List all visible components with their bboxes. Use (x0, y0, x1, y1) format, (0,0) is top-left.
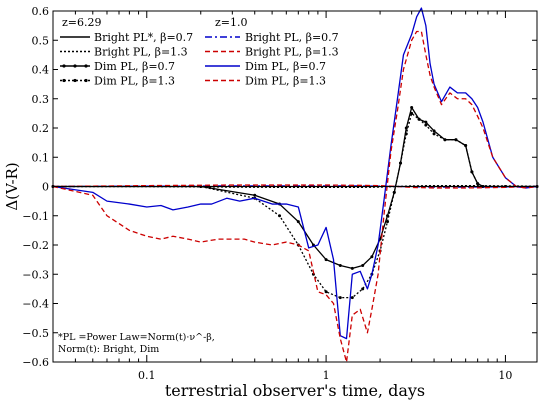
legend-label: Bright PL*, β=0.7 (94, 31, 193, 44)
legend-marker (73, 64, 77, 68)
data-point (470, 170, 474, 174)
data-point (432, 129, 436, 133)
data-point (350, 296, 354, 300)
data-point (296, 220, 300, 224)
y-tick-label: −0.2 (22, 239, 49, 252)
data-point (464, 144, 468, 148)
data-point (370, 255, 374, 259)
legend-marker (62, 64, 66, 68)
series-line-3 (53, 112, 537, 299)
series-line-7 (52, 30, 538, 363)
data-point (278, 214, 282, 218)
data-point (338, 263, 342, 267)
y-tick-label: −0.1 (22, 210, 49, 223)
legend-marker (73, 78, 77, 83)
legend-label: Bright PL, β=1.3 (245, 46, 339, 59)
data-point (432, 132, 436, 136)
footnote: *PL =Power Law=Norm(t)·ν^-β,Norm(t): Bri… (58, 332, 215, 355)
legend-label: Dim PL, β=0.7 (245, 60, 326, 73)
y-tick-label: 0.6 (32, 5, 50, 18)
y-tick-label: −0.4 (22, 298, 49, 311)
data-point (410, 106, 414, 110)
data-point (350, 266, 354, 270)
x-axis-label: terrestrial observer's time, days (165, 381, 425, 400)
data-point (392, 190, 396, 194)
series-layer (51, 7, 539, 363)
legend-label: Dim PL, β=0.7 (94, 60, 175, 73)
data-point (361, 263, 365, 267)
series-line-1 (53, 184, 538, 189)
data-point (410, 111, 414, 115)
data-point (443, 138, 447, 142)
series-line-6 (52, 7, 538, 340)
data-point (424, 120, 428, 124)
data-point (417, 117, 421, 121)
data-point (404, 126, 408, 130)
legend: z=6.29 z=1.0 Bright PL*, β=0.7 Bright PL, β… (60, 16, 339, 88)
y-tick-label: 0.4 (32, 64, 50, 77)
data-point (476, 182, 480, 186)
data-point (324, 290, 328, 294)
y-axis-label: Δ(V-R) (3, 162, 21, 210)
y-tick-label: 0.1 (32, 151, 50, 164)
x-tick-label: 0.1 (138, 369, 156, 382)
data-point (253, 193, 257, 197)
legend-header: z=1.0 (215, 16, 248, 29)
y-tick-label: −0.6 (22, 356, 49, 369)
legend-marker (84, 78, 88, 83)
legend-marker (84, 64, 88, 68)
y-tick-label: −0.3 (22, 268, 49, 281)
y-tick-label: 0.5 (32, 34, 50, 47)
y-tick-label: 0 (42, 181, 49, 194)
data-point (454, 138, 458, 142)
x-tick-label: 1 (323, 369, 330, 382)
data-point (404, 132, 408, 136)
legend-label: Bright PL, β=0.7 (245, 31, 339, 44)
data-point (324, 258, 328, 262)
series-line-5 (52, 184, 538, 189)
legend-label: Dim PL, β=1.3 (245, 75, 326, 88)
footnote-line: Norm(t): Bright, Dim (58, 344, 159, 355)
legend-marker (62, 78, 66, 83)
data-point (399, 161, 403, 165)
legend-label: Dim PL, β=1.3 (94, 75, 175, 88)
x-tick-label: 10 (498, 369, 512, 382)
data-point (424, 123, 428, 127)
legend-label: Bright PL, β=1.3 (94, 46, 188, 59)
data-point (386, 220, 390, 224)
ticks-layer: −0.6 −0.5 −0.4 −0.3 −0.2 −0.1 0 0.1 0.2 0.3 0.4 0.5… (22, 5, 537, 382)
data-point (338, 296, 342, 300)
y-tick-label: 0.3 (32, 93, 50, 106)
footnote-line: *PL =Power Law=Norm(t)·ν^-β, (58, 332, 215, 343)
data-point (361, 287, 365, 291)
y-tick-label: 0.2 (32, 122, 50, 135)
y-tick-label: −0.5 (22, 327, 49, 340)
legend-header: z=6.29 (62, 16, 102, 29)
